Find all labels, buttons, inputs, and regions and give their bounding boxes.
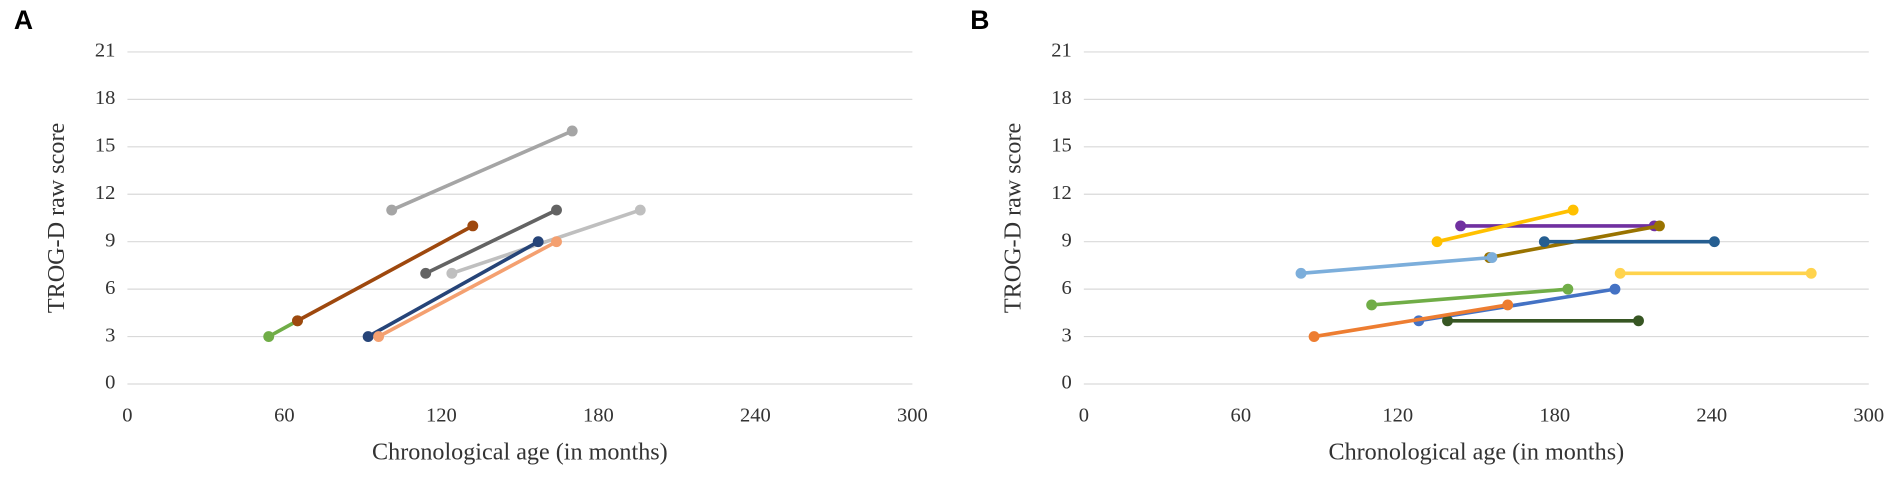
y-tick-label: 9 [105, 229, 115, 251]
data-point [386, 204, 398, 216]
y-tick-label: 0 [1061, 372, 1071, 394]
y-tick-label: 18 [95, 87, 116, 109]
data-point [634, 204, 646, 216]
x-tick-label: 60 [274, 404, 295, 426]
data-point [1567, 204, 1579, 216]
data-point [1431, 236, 1443, 248]
series-line [1371, 287, 1569, 307]
series-line [390, 129, 573, 212]
chart-panel: B 0 3 6 9 12 15 18 21 0 60 120 180 240 300 Chronologica… [970, 5, 1884, 466]
x-tick-label: 0 [1079, 404, 1089, 426]
panel-label: A [14, 5, 33, 35]
series-line [267, 319, 299, 339]
data-point [446, 267, 458, 279]
data-point [1805, 267, 1817, 279]
series-line [451, 208, 641, 276]
series-line [377, 240, 558, 339]
x-tick-label: 60 [1231, 404, 1252, 426]
series-line [1436, 208, 1574, 244]
y-axis-label: TROG-D raw score [1000, 123, 1027, 313]
data-point [1442, 315, 1453, 327]
data-point [1614, 267, 1626, 279]
data-point [263, 331, 275, 343]
x-tick-label: 120 [1382, 404, 1413, 426]
x-tick-label: 120 [426, 404, 457, 426]
data-point [1562, 283, 1574, 295]
y-tick-label: 0 [105, 372, 115, 394]
data-point [1633, 315, 1644, 327]
y-tick-label: 12 [1051, 182, 1072, 204]
series-line [367, 240, 540, 339]
x-axis-label: Chronological age (in months) [372, 439, 668, 466]
data-point [551, 204, 562, 216]
x-tick-label: 240 [1696, 404, 1727, 426]
data-point [1609, 283, 1621, 295]
y-tick-label: 6 [1061, 277, 1071, 299]
y-tick-label: 12 [95, 182, 116, 204]
x-tick-label: 180 [583, 404, 614, 426]
data-point [1502, 299, 1514, 311]
y-tick-label: 3 [1061, 324, 1071, 346]
panel-label: B [970, 5, 989, 35]
data-point [566, 125, 578, 137]
data-point [1455, 220, 1467, 232]
data-point [1654, 220, 1665, 232]
y-tick-label: 18 [1051, 87, 1072, 109]
y-tick-label: 21 [95, 40, 116, 62]
data-point [1486, 252, 1498, 263]
y-axis-label: TROG-D raw score [43, 123, 70, 313]
x-tick-label: 300 [1853, 404, 1884, 426]
data-point [532, 236, 544, 248]
y-tick-label: 9 [1061, 229, 1071, 251]
y-tick-label: 6 [105, 277, 115, 299]
x-tick-label: 180 [1539, 404, 1570, 426]
data-point [1538, 236, 1550, 248]
y-tick-label: 15 [95, 135, 116, 157]
series-line [1313, 303, 1508, 339]
x-tick-label: 300 [897, 404, 928, 426]
x-tick-label: 0 [122, 404, 132, 426]
data-point [467, 220, 479, 232]
data-point [1308, 331, 1320, 343]
data-point [373, 331, 385, 343]
y-tick-label: 15 [1051, 135, 1072, 157]
data-point [1708, 236, 1720, 248]
data-point [362, 331, 374, 343]
series-line [296, 224, 474, 323]
data-point [551, 236, 562, 248]
y-tick-label: 3 [105, 324, 115, 346]
data-point [420, 267, 432, 279]
chart-panel: A 0 3 6 9 12 15 18 21 0 60 120 180 240 300 Chronologica… [14, 5, 928, 466]
x-tick-label: 240 [740, 404, 771, 426]
data-point [1366, 299, 1378, 311]
series-line [424, 208, 558, 275]
data-point [292, 315, 303, 327]
x-axis-label: Chronological age (in months) [1328, 439, 1624, 466]
series-line [1300, 255, 1493, 276]
y-tick-label: 21 [1051, 40, 1072, 62]
data-point [1295, 267, 1307, 279]
